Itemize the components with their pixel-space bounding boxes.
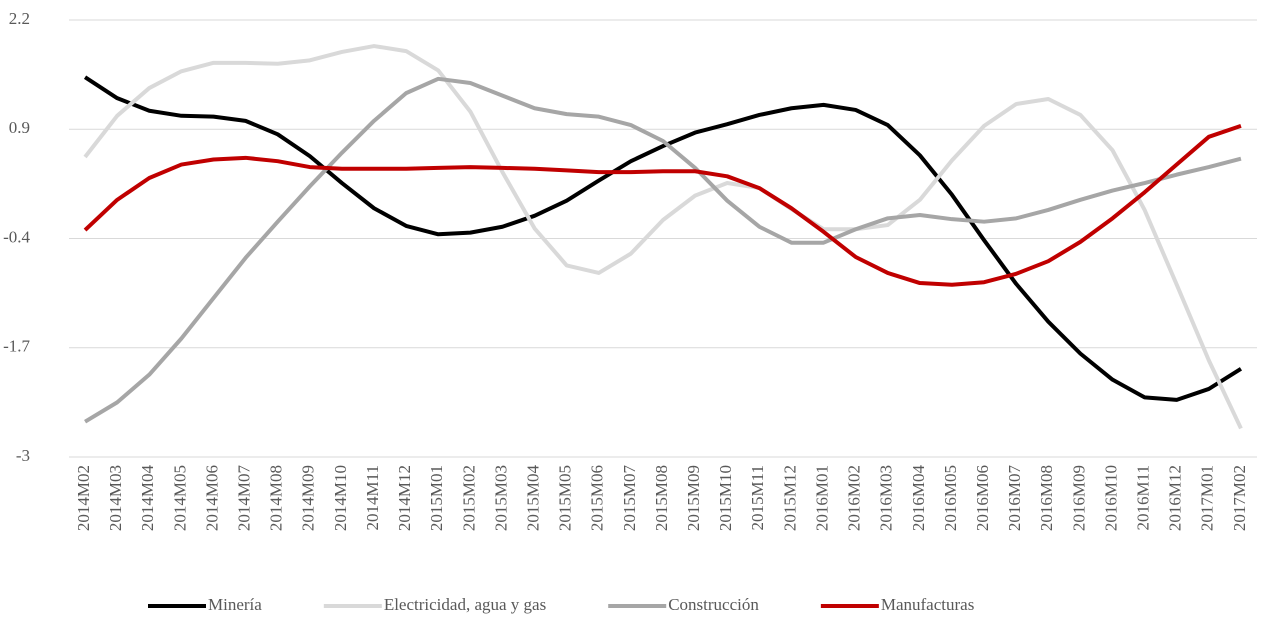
x-tick-label: 2014M10 [331, 465, 350, 531]
legend-label: Construcción [668, 595, 759, 614]
x-tick-label: 2016M09 [1069, 465, 1088, 531]
x-tick-label: 2016M07 [1005, 465, 1024, 532]
x-tick-label: 2014M06 [202, 465, 221, 531]
x-tick-label: 2014M07 [235, 465, 254, 532]
x-tick-label: 2016M02 [845, 465, 864, 531]
x-tick-label: 2015M03 [491, 465, 510, 531]
x-tick-label: 2017M01 [1198, 465, 1217, 531]
y-tick-label: 0.9 [9, 118, 30, 137]
x-tick-label: 2016M10 [1101, 465, 1120, 531]
legend-label: Manufacturas [881, 595, 974, 614]
x-tick-label: 2016M11 [1134, 465, 1153, 531]
x-tick-label: 2015M09 [684, 465, 703, 531]
x-tick-label: 2015M02 [459, 465, 478, 531]
x-tick-label: 2015M05 [556, 465, 575, 531]
y-tick-label: -3 [16, 446, 30, 465]
x-tick-label: 2015M12 [780, 465, 799, 531]
x-tick-label: 2015M04 [523, 465, 542, 532]
series-line [83, 123, 1242, 287]
x-tick-label: 2015M01 [427, 465, 446, 531]
x-tick-label: 2015M08 [652, 465, 671, 531]
series-line [84, 76, 1242, 424]
series-line [83, 44, 1243, 430]
x-tick-label: 2017M02 [1230, 465, 1249, 531]
x-tick-label: 2014M11 [363, 465, 382, 531]
x-tick-label: 2014M08 [267, 465, 286, 531]
x-tick-label: 2014M03 [106, 465, 125, 531]
y-tick-label: -1.7 [3, 337, 30, 356]
x-tick-label: 2016M04 [909, 465, 928, 532]
legend-label: Minería [208, 595, 262, 614]
series-line [83, 75, 1243, 402]
legend-label: Electricidad, agua y gas [384, 595, 546, 614]
x-tick-label: 2014M09 [299, 465, 318, 531]
y-tick-label: 2.2 [9, 9, 30, 28]
x-tick-label: 2016M03 [877, 465, 896, 531]
x-tick-label: 2016M01 [812, 465, 831, 531]
x-tick-label: 2015M10 [716, 465, 735, 531]
x-tick-label: 2014M04 [138, 465, 157, 532]
x-tick-label: 2016M06 [973, 465, 992, 531]
x-tick-label: 2016M08 [1037, 465, 1056, 531]
x-tick-label: 2014M12 [395, 465, 414, 531]
x-tick-label: 2016M12 [1166, 465, 1185, 531]
x-tick-label: 2014M02 [74, 465, 93, 531]
y-tick-label: -0.4 [3, 227, 30, 246]
x-tick-label: 2015M11 [748, 465, 767, 531]
x-tick-label: 2016M05 [941, 465, 960, 531]
x-tick-label: 2014M05 [170, 465, 189, 531]
x-tick-label: 2015M06 [588, 465, 607, 531]
x-tick-label: 2015M07 [620, 465, 639, 532]
